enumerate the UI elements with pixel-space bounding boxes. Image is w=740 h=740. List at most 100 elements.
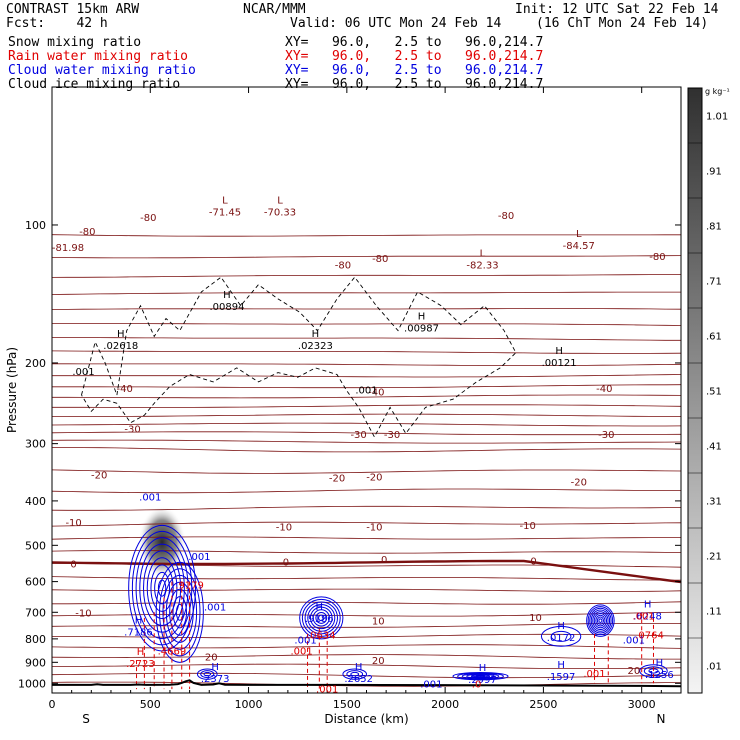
- temperature-contour-label: -40: [117, 384, 133, 395]
- temperature-isotherm: [52, 374, 681, 378]
- snow-extremum-label: .00121: [542, 358, 577, 369]
- cloud-water-extremum-label: .2373: [201, 674, 230, 685]
- terrain-line: [52, 679, 681, 688]
- temperature-contour-label: 0: [530, 557, 536, 568]
- cloud-water-contour: [470, 674, 491, 678]
- cloud-water-contour: [143, 550, 182, 626]
- institution: NCAR/MMM: [243, 2, 306, 17]
- y-tick-label: 900: [25, 656, 46, 669]
- cloud-water-contour: [203, 671, 212, 677]
- temperature-isotherm: [52, 413, 681, 417]
- cloud-water-contour: [299, 596, 344, 640]
- snow-extremum-label: .02323: [298, 341, 333, 352]
- field-cloudice-xy: XY= 96.0, 2.5 to 96.0,214.7: [285, 77, 544, 92]
- cloud-water-contour: [162, 574, 198, 650]
- rain-extremum-label: .0634: [307, 630, 336, 641]
- temperature-extremum-label-marker: L: [277, 195, 283, 206]
- temperature-isotherm: [52, 439, 681, 444]
- rain-extremum-label-marker: H: [137, 647, 145, 658]
- cloud-water-contour: [307, 604, 336, 632]
- colorbar-level-label: .91: [706, 167, 722, 178]
- cloud-water-contour: [540, 626, 582, 647]
- y-tick-label: 600: [25, 576, 46, 589]
- temperature-isotherm: [52, 363, 681, 366]
- x-tick-label: 2000: [431, 698, 459, 711]
- temperature-contour-label: 20: [627, 666, 640, 677]
- cloud-water-extremum-label-marker: H: [557, 621, 565, 632]
- y-tick-label: 1000: [18, 677, 46, 690]
- temperature-contour-label: -30: [124, 424, 140, 435]
- snow-extremum-label: .001: [355, 385, 377, 396]
- rain-extremum-label: .0: [472, 679, 482, 690]
- cloud-water-extremum-label: .001: [139, 492, 161, 503]
- snow-extremum-label: .001: [72, 367, 94, 378]
- cloud-water-contour: [475, 675, 486, 678]
- colorbar-level-label: .71: [706, 277, 722, 288]
- cloud-water-extremum-label: .9186: [305, 614, 334, 625]
- snow-extremum-label: .00894: [209, 302, 244, 313]
- y-tick-label: 100: [25, 219, 46, 232]
- temperature-extremum-label-marker: L: [222, 195, 228, 206]
- freezing-level-contour: [52, 559, 681, 584]
- temperature-contour-label: 20: [372, 656, 385, 667]
- temperature-isotherm: [52, 447, 681, 453]
- colorbar-level-label: .51: [706, 387, 722, 398]
- y-axis-title: Pressure (hPa): [5, 347, 19, 433]
- temperature-isotherm: [52, 536, 681, 540]
- temperature-contour-label: -80: [335, 261, 351, 272]
- x-tick-label: 1000: [235, 698, 263, 711]
- cloud-water-extremum-label: .001: [623, 635, 645, 646]
- rain-extremum-label: .001: [316, 685, 338, 696]
- temperature-contour-label: -20: [329, 474, 345, 485]
- temperature-contour-label: -30: [384, 430, 400, 441]
- cloud-water-contour: [304, 601, 339, 635]
- model-title: CONTRAST 15km ARW: [6, 2, 140, 17]
- cloud-water-extremum-label: .7186: [124, 628, 153, 639]
- temperature-isotherm: [52, 488, 681, 494]
- temperature-contour-label: 10: [529, 613, 542, 624]
- rain-extremum-label: .0764: [635, 630, 664, 641]
- cloud-water-contour: [172, 596, 188, 629]
- field-cloudice-name: Cloud ice mixing ratio: [8, 77, 181, 92]
- snow-extremum-label-marker: H: [555, 346, 563, 357]
- cloud-water-extremum-label-marker: H: [355, 662, 363, 673]
- temperature-extremum-label-marker: L: [576, 229, 582, 240]
- cloud-water-contour: [312, 609, 330, 627]
- rain-extremum-label: .001: [291, 646, 313, 657]
- field-cloudwater-name: Cloud water mixing ratio: [8, 63, 196, 78]
- cloud-water-contour: [550, 630, 572, 642]
- cloud-water-contour: [346, 670, 364, 679]
- cloud-water-contour: [350, 671, 360, 677]
- temperature-contour-label: -40: [596, 384, 612, 395]
- cloud-water-extremum-label-marker: H: [557, 660, 565, 671]
- temperature-contour-label: -80: [372, 254, 388, 265]
- temperature-isotherm: [52, 274, 681, 278]
- y-tick-label: 200: [25, 357, 46, 370]
- colorbar-level-label: .01: [706, 662, 722, 673]
- x-axis-title: Distance (km): [324, 712, 408, 726]
- field-cloudwater-xy: XY= 96.0, 2.5 to 96.0,214.7: [285, 63, 544, 78]
- cloud-water-extremum-label: .2997: [468, 675, 497, 686]
- colorbar-level-label: .11: [706, 607, 722, 618]
- cloud-water-extremum-label: .001: [294, 635, 316, 646]
- temperature-isotherm: [52, 234, 681, 237]
- cloud-water-contour: [155, 561, 204, 663]
- cloud-water-extremum-label-marker: H: [644, 599, 652, 610]
- temperature-extremum-label: -70.33: [264, 207, 296, 218]
- x-tick-label: 3000: [628, 698, 656, 711]
- temperature-contour-label: -80: [649, 252, 665, 263]
- cloud-water-extremum-label-marker: H: [316, 602, 324, 613]
- y-tick-label: 300: [25, 438, 46, 451]
- temperature-isotherm: [52, 663, 681, 669]
- temperature-isotherm: [52, 611, 681, 617]
- colorbar: [687, 87, 703, 694]
- snow-extremum-label-marker: H: [223, 290, 231, 301]
- cloud-water-extremum-label: .001: [188, 552, 210, 563]
- temperature-contour-label: -20: [366, 473, 382, 484]
- temperature-contour-label: 0: [70, 560, 76, 571]
- cloud-water-contour: [150, 564, 174, 612]
- temperature-isotherm: [52, 644, 681, 649]
- temperature-isotherm: [52, 308, 681, 310]
- rain-extremum-label: .4669: [158, 646, 187, 657]
